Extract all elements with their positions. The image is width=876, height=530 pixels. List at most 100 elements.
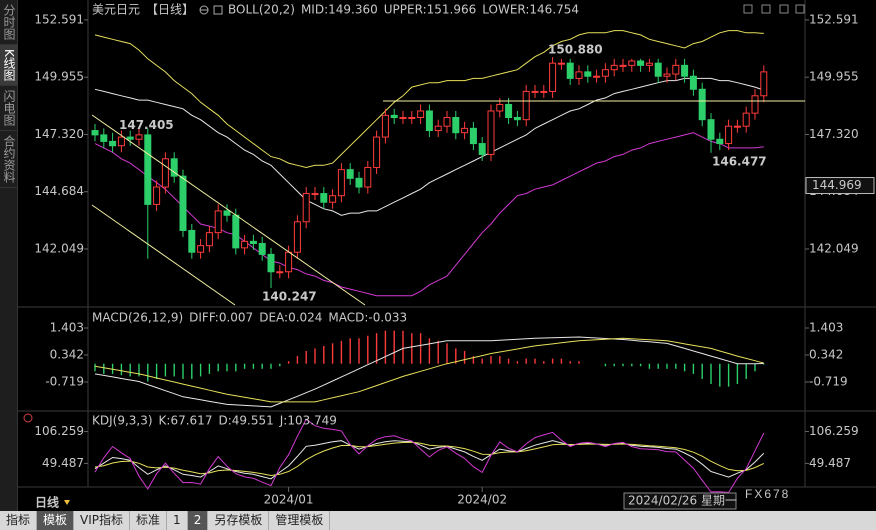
candle-body [522,90,530,121]
candle-body [197,245,205,253]
candle-body [188,229,196,253]
legend-text: MACD(26,12,9) [92,311,183,325]
toolbar-icon [779,4,789,14]
candle-body [461,127,469,134]
y-tick-label: -0.719 [809,374,848,388]
side-tab[interactable]: 闪电图 [0,86,18,131]
legend-text: D:49.551 [218,414,273,428]
candle-body [725,125,733,145]
chart: 152.591 152.591 149.955 149.955 147.320 147.3… [0,0,876,511]
candle-body [117,136,125,147]
candle-body [258,243,266,255]
candle-body [549,62,557,92]
candle-body [760,71,768,97]
panel-icon [23,413,33,423]
candle-body [355,177,363,188]
candle-body [320,193,328,203]
y-tick-label: 49.487 [42,456,84,470]
candle-body [267,253,275,273]
icon [213,5,223,15]
candle-body [487,110,495,155]
candle-body [663,73,671,77]
candle-body [126,136,134,140]
candle-body [513,117,521,121]
candle-body [170,158,178,177]
side-tab[interactable]: K线图 [0,45,18,86]
candle-body [672,64,680,75]
toolbar: 指标 模板 VIP指标 标准 1 2 另存模板 管理模板 [0,511,876,530]
candle-body [557,62,565,65]
candle-body [373,136,381,168]
candle-body [540,90,548,93]
side-tab[interactable]: 分时图 [0,0,18,45]
candle-body [399,117,407,120]
y-tick-label: 144.684 [34,184,84,198]
side-tab[interactable]: 合约资料 [0,131,18,188]
candle-body [100,134,108,142]
toolbar-tab[interactable]: 另存模板 [208,511,270,530]
y-tick-label: -0.719 [45,374,84,388]
y-tick-label: 49.487 [809,456,851,470]
candle-body [593,75,601,78]
legend-text: BOLL(20,2) [228,3,295,17]
legend-text: KDJ(9,3,3) [92,414,153,428]
candle-body [293,221,301,253]
candle-body [575,71,583,79]
candle-body [645,62,653,66]
candle-body [241,240,249,249]
toolbar-tab[interactable]: VIP指标 [74,511,131,530]
y-tick-label: 149.955 [809,70,859,84]
candle-body [733,125,741,128]
candle-body [637,60,645,66]
candle-body [434,125,442,132]
candle-body [346,169,354,179]
annotation: 147.405 [119,118,174,132]
toolbar-tab[interactable]: 指标 [0,511,38,530]
candle-body [337,169,345,197]
candle-body [496,103,504,112]
legend-text: MID:149.360 [301,3,378,17]
candle-body [417,110,425,119]
candle-body [91,130,99,136]
candle-body [329,195,337,203]
indicator-line [94,418,765,494]
candle-body [619,64,627,67]
y-tick-label: 152.591 [34,12,84,26]
trend-line [91,114,366,306]
candle-body [249,240,257,245]
y-tick-label: 0.342 [50,348,84,362]
candle-body [285,251,293,273]
candle-body [751,95,759,114]
toolbar-tab[interactable]: 1 [167,511,188,530]
y-tick-label: 106.259 [809,424,859,438]
candle-body [698,88,706,121]
y-tick-label: 142.049 [809,241,859,255]
y-tick-label: 1.403 [809,321,843,335]
candle-body [205,232,213,247]
toolbar-tab[interactable]: 标准 [130,511,168,530]
toolbar-tab[interactable]: 管理模板 [269,511,331,530]
candle-body [478,143,486,155]
toolbar-tab[interactable]: 模板 [37,511,75,530]
candle-body [109,140,117,147]
candle-body [311,193,319,196]
legend-text: J:103.749 [279,414,337,428]
candle-body [364,166,372,188]
background [0,0,876,511]
y-tick-label: 1.403 [50,321,84,335]
candle-body [707,119,715,140]
indicator-line [94,132,764,297]
candle-body [531,90,539,93]
indicator-line [94,30,764,169]
annotation: 140.247 [262,290,317,304]
candle-body [425,110,433,132]
candle-body [135,134,143,140]
x-tick-label: 2024/02 [457,493,507,507]
toolbar-tab[interactable]: 2 [187,511,209,530]
y-tick-label: 0.342 [809,348,843,362]
x-tick-label: 2024/01 [264,493,314,507]
legend-text: K:67.617 [159,414,213,428]
candle-body [153,186,161,205]
candle-body [584,71,592,77]
y-tick-label: 152.591 [809,12,859,26]
